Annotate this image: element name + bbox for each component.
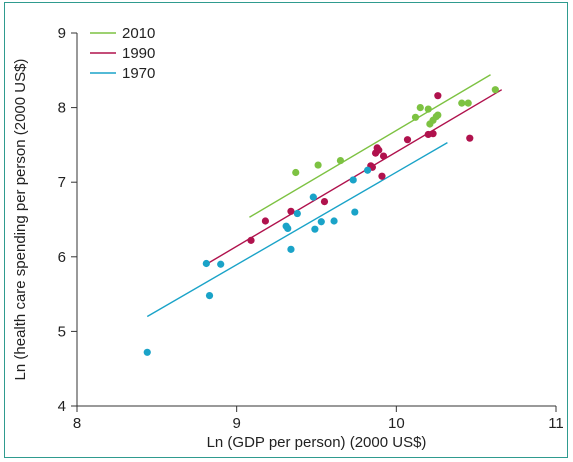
data-point-2010 <box>336 156 345 165</box>
data-point-1990 <box>466 134 474 142</box>
x-tick-label: 10 <box>388 415 405 432</box>
y-tick-label: 4 <box>58 398 66 415</box>
data-point-1970 <box>311 225 319 233</box>
y-axis-title: Ln (health care spending per person (200… <box>12 59 29 381</box>
data-point-1990 <box>287 207 295 215</box>
data-point-1970 <box>202 259 210 268</box>
data-point-1970 <box>351 208 359 216</box>
x-tick-label: 8 <box>73 415 81 432</box>
data-point-2010 <box>314 161 322 169</box>
data-point-1990 <box>378 172 386 180</box>
y-axis-ticks: 4 5 6 7 8 9 <box>58 25 77 415</box>
data-point-1990 <box>434 92 442 100</box>
data-point-1990 <box>403 136 412 144</box>
x-tick-label: 11 <box>548 415 564 432</box>
data-point-1970 <box>363 166 372 174</box>
legend-label-2010: 2010 <box>122 25 155 42</box>
y-tick-label: 7 <box>58 174 66 191</box>
data-point-2010 <box>292 168 300 177</box>
data-point-2010 <box>458 99 466 107</box>
x-axis-title: Ln (GDP per person) (2000 US$) <box>207 434 427 451</box>
legend-label-1970: 1970 <box>122 65 155 82</box>
trend-lines <box>146 74 503 318</box>
scatter-chart: 8 9 10 11 4 5 6 7 8 9 2010 1990 1970 Ln (GDP per p… <box>12 25 564 451</box>
legend-label-1990: 1990 <box>122 45 155 62</box>
data-point-1970 <box>330 217 338 225</box>
data-point-2010 <box>464 99 472 107</box>
data-point-1990 <box>320 197 329 206</box>
data-point-1970 <box>217 260 225 268</box>
data-point-2010 <box>416 104 424 112</box>
y-tick-label: 5 <box>58 323 66 340</box>
chart-frame: 8 9 10 11 4 5 6 7 8 9 2010 1990 1970 Ln (GDP per p… <box>4 2 568 458</box>
x-axis-ticks: 8 9 10 11 <box>73 406 564 432</box>
trend-line-1970 <box>146 142 448 318</box>
data-point-1990 <box>429 130 437 138</box>
data-point-1970 <box>309 193 317 201</box>
x-tick-label: 9 <box>232 415 240 432</box>
data-point-1990 <box>379 152 388 160</box>
data-point-2010 <box>434 111 442 119</box>
data-points <box>143 86 499 356</box>
data-point-1990 <box>261 217 270 225</box>
data-point-1990 <box>375 146 383 154</box>
y-tick-label: 8 <box>58 100 66 117</box>
data-point-1970 <box>287 245 295 253</box>
y-tick-label: 6 <box>58 249 66 266</box>
data-point-2010 <box>491 86 499 94</box>
data-point-2010 <box>411 113 420 121</box>
data-point-1970 <box>317 218 325 226</box>
data-point-2010 <box>424 105 432 113</box>
plot-area: 8 9 10 11 4 5 6 7 8 9 <box>58 25 564 432</box>
data-point-1970 <box>205 291 214 300</box>
y-tick-label: 9 <box>58 25 66 42</box>
data-point-1970 <box>349 176 357 184</box>
data-point-1990 <box>247 236 255 244</box>
data-point-1970 <box>293 209 301 218</box>
data-point-1970 <box>284 224 292 233</box>
trend-line-2010 <box>249 74 491 218</box>
legend: 2010 1990 1970 <box>90 25 155 82</box>
data-point-1970 <box>143 348 151 356</box>
